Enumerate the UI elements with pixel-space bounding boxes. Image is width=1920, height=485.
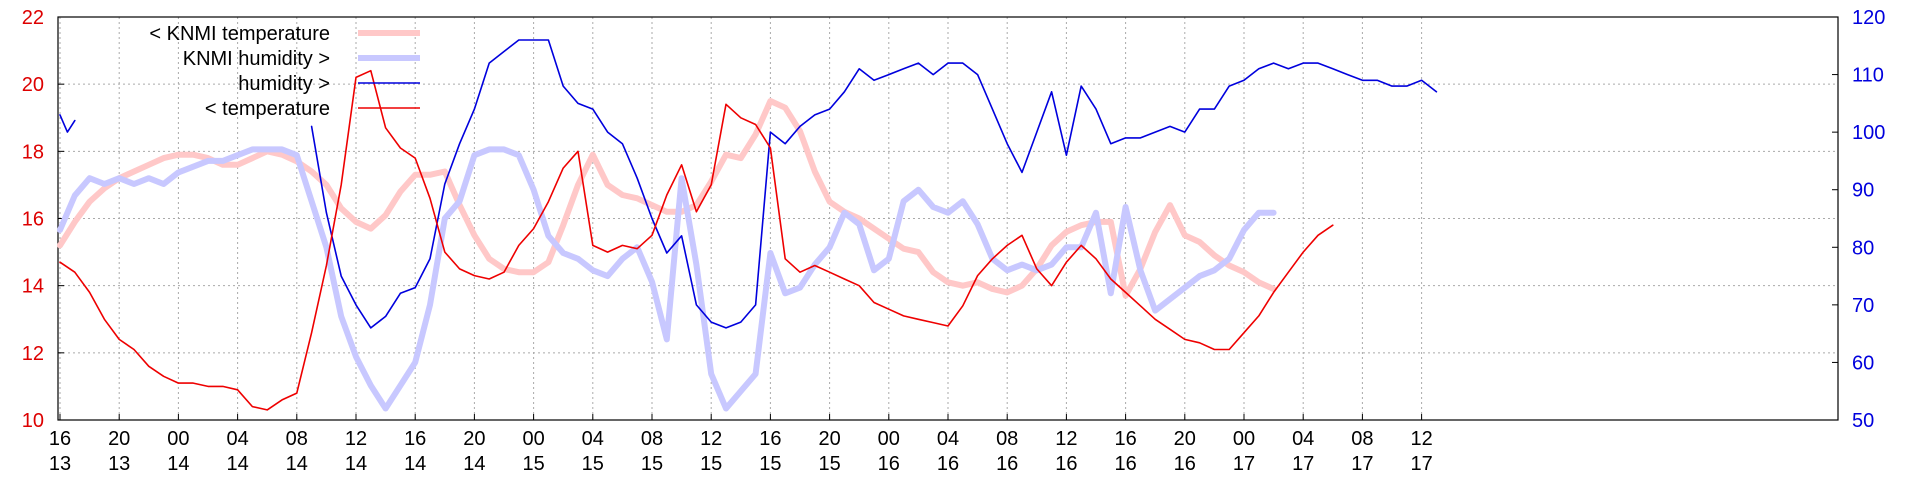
x-tick-hour: 20 — [818, 428, 840, 450]
x-tick-day: 15 — [582, 453, 604, 475]
legend-label: < KNMI temperature — [149, 23, 330, 45]
y-right-tick-label: 50 — [1852, 410, 1874, 432]
x-tick-hour: 12 — [345, 428, 367, 450]
y-left-tick-label: 16 — [22, 209, 44, 231]
x-tick-hour: 04 — [226, 428, 248, 450]
x-tick-day: 14 — [226, 453, 248, 475]
legend-label: KNMI humidity > — [183, 48, 330, 70]
x-tick-hour: 20 — [463, 428, 485, 450]
x-tick-day: 16 — [1055, 453, 1077, 475]
y-right-tick-label: 60 — [1852, 352, 1874, 374]
x-tick-hour: 00 — [1233, 428, 1255, 450]
x-tick-hour: 16 — [1114, 428, 1136, 450]
x-tick-hour: 08 — [286, 428, 308, 450]
x-tick-day: 17 — [1233, 453, 1255, 475]
y-right-tick-label: 80 — [1852, 237, 1874, 259]
x-tick-hour: 08 — [641, 428, 663, 450]
x-tick-hour: 08 — [1351, 428, 1373, 450]
x-tick-hour: 20 — [108, 428, 130, 450]
x-tick-day: 15 — [700, 453, 722, 475]
x-tick-hour: 16 — [759, 428, 781, 450]
x-tick-day: 16 — [1114, 453, 1136, 475]
x-tick-day: 15 — [641, 453, 663, 475]
y-right-tick-label: 110 — [1852, 65, 1884, 87]
y-right-tick-label: 90 — [1852, 180, 1874, 202]
y-left-tick-label: 18 — [22, 141, 44, 163]
series-line — [59, 114, 76, 133]
x-tick-day: 14 — [167, 453, 189, 475]
x-tick-hour: 00 — [522, 428, 544, 450]
series-line — [57, 146, 1277, 412]
x-tick-hour: 12 — [1410, 428, 1432, 450]
x-tick-day: 17 — [1410, 453, 1432, 475]
legend-label: humidity > — [238, 73, 330, 95]
y-left-tick-label: 22 — [22, 7, 44, 29]
x-tick-hour: 12 — [1055, 428, 1077, 450]
x-tick-day: 14 — [404, 453, 426, 475]
x-tick-day: 17 — [1292, 453, 1314, 475]
series-line — [57, 98, 1277, 299]
x-tick-hour: 20 — [1174, 428, 1196, 450]
y-right-tick-label: 70 — [1852, 295, 1874, 317]
y-right-tick-label: 100 — [1852, 122, 1885, 144]
x-tick-day: 14 — [463, 453, 485, 475]
x-tick-hour: 04 — [937, 428, 959, 450]
x-tick-day: 16 — [996, 453, 1018, 475]
x-tick-day: 15 — [522, 453, 544, 475]
legend-label: < temperature — [205, 98, 330, 120]
series-line — [59, 69, 1334, 411]
x-tick-day: 16 — [878, 453, 900, 475]
x-tick-hour: 00 — [878, 428, 900, 450]
x-tick-day: 15 — [759, 453, 781, 475]
series-line — [310, 39, 1438, 329]
x-tick-hour: 04 — [1292, 428, 1314, 450]
y-left-tick-label: 20 — [22, 74, 44, 96]
x-tick-hour: 04 — [582, 428, 604, 450]
x-tick-day: 14 — [345, 453, 367, 475]
y-right-tick-label: 120 — [1852, 7, 1885, 29]
x-tick-hour: 12 — [700, 428, 722, 450]
x-tick-day: 15 — [818, 453, 840, 475]
x-tick-hour: 00 — [167, 428, 189, 450]
x-tick-hour: 16 — [49, 428, 71, 450]
y-left-tick-label: 14 — [22, 276, 44, 298]
x-tick-day: 14 — [286, 453, 308, 475]
y-left-tick-label: 12 — [22, 343, 44, 365]
x-tick-day: 17 — [1351, 453, 1373, 475]
y-left-tick-label: 10 — [22, 410, 44, 432]
x-tick-hour: 16 — [404, 428, 426, 450]
x-tick-hour: 08 — [996, 428, 1018, 450]
x-tick-day: 13 — [108, 453, 130, 475]
x-tick-day: 13 — [49, 453, 71, 475]
x-tick-day: 16 — [937, 453, 959, 475]
x-tick-day: 16 — [1174, 453, 1196, 475]
